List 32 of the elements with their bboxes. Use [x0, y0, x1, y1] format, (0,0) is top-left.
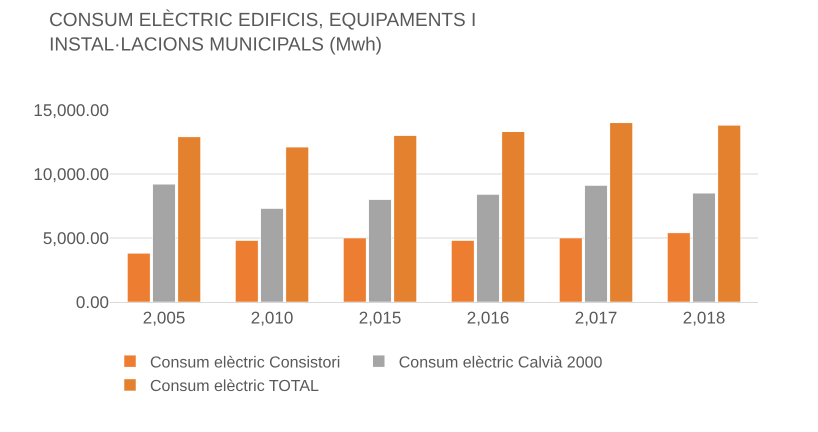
bar — [235, 240, 258, 302]
chart-title: CONSUM ELÈCTRIC EDIFICIS, EQUIPAMENTS I INSTAL·LACIONS MUNICIPALS (Mwh) — [49, 8, 476, 56]
x-tick-label: 2,016 — [466, 308, 510, 328]
bar — [610, 122, 633, 302]
y-tick-label: 10,000.00 — [33, 164, 109, 184]
x-tick-label: 2,005 — [142, 308, 186, 328]
legend-label: Consum elèctric Calvià 2000 — [398, 354, 602, 372]
bar — [260, 208, 284, 302]
y-tick-label: 5,000.00 — [42, 228, 109, 248]
bar — [127, 253, 150, 302]
bar — [343, 238, 366, 302]
bar — [559, 238, 582, 302]
bar — [692, 192, 716, 302]
bar — [584, 185, 608, 302]
bar — [286, 146, 309, 302]
bar — [178, 136, 201, 302]
bar — [502, 132, 525, 302]
bar — [451, 240, 474, 302]
bar — [368, 199, 392, 302]
legend-label: Consum elèctric Consistori — [150, 354, 340, 372]
y-tick-label: 0.00 — [76, 292, 109, 312]
bar — [394, 135, 417, 302]
x-tick-label: 2,017 — [574, 308, 618, 328]
x-tick-label: 2,018 — [682, 308, 726, 328]
bar — [476, 194, 500, 302]
x-tick-label: 2,015 — [358, 308, 402, 328]
bar — [667, 232, 690, 302]
bar — [152, 184, 176, 302]
x-tick-label: 2,010 — [250, 308, 294, 328]
bar — [718, 125, 741, 302]
y-tick-label: 15,000.00 — [33, 100, 109, 120]
legend-label: Consum elèctric TOTAL — [150, 378, 320, 396]
